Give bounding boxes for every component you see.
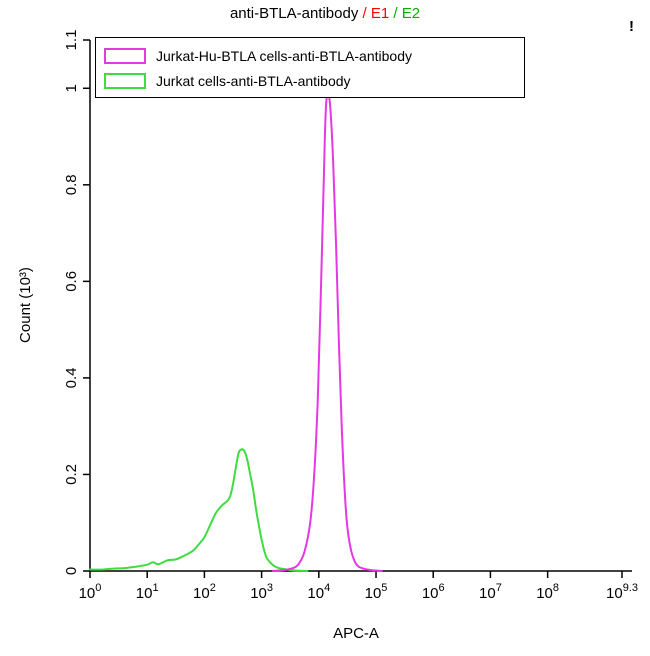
y-tick-label: 0.4 — [63, 367, 80, 388]
x-tick-label: 109.3 — [606, 582, 638, 602]
chart-title-main: anti-BTLA-antibody — [229, 5, 363, 22]
overflow-indicator-icon: ! — [629, 18, 634, 35]
legend-label: Jurkat cells-anti-BTLA-antibody — [156, 72, 351, 89]
y-tick-label: 0.8 — [63, 174, 80, 195]
chart-title-gate-e1: / E1 — [362, 5, 394, 22]
y-tick-label: 0.6 — [63, 271, 80, 292]
legend-item: Jurkat-Hu-BTLA cells-anti-BTLA-antibody — [104, 43, 516, 68]
jurkat-cells-curve — [89, 448, 309, 572]
legend-swatch-green — [104, 72, 146, 89]
x-tick-label: 107 — [479, 582, 502, 602]
x-tick-label: 105 — [365, 582, 388, 602]
legend-label: Jurkat-Hu-BTLA cells-anti-BTLA-antibody — [156, 47, 412, 64]
legend-swatch-magenta — [104, 47, 146, 64]
axis-lines — [89, 40, 632, 572]
x-tick-label: 104 — [307, 582, 330, 602]
legend-item: Jurkat cells-anti-BTLA-antibody — [104, 68, 516, 93]
x-tick-label: 102 — [193, 582, 216, 602]
x-tick-label: 106 — [422, 582, 445, 602]
y-tick-label: 1 — [63, 84, 80, 92]
y-tick-label: 1.1 — [63, 30, 80, 51]
x-tick-label: 103 — [250, 582, 273, 602]
x-axis-title: APC-A — [333, 625, 379, 642]
y-tick-label: 0.2 — [63, 464, 80, 485]
y-axis-title: Count (10³) — [17, 267, 34, 343]
y-tick-label: 0 — [63, 567, 80, 575]
chart-title-gate-e2: / E2 — [393, 5, 421, 22]
x-tick-label: 100 — [79, 582, 102, 602]
chart-title: anti-BTLA-antibody / E1 / E2 — [0, 5, 650, 22]
x-tick-label: 108 — [536, 582, 559, 602]
jurkat-hu-btla-curve — [272, 92, 383, 572]
x-tick-label: 101 — [136, 582, 159, 602]
legend: Jurkat-Hu-BTLA cells-anti-BTLA-antibody … — [95, 37, 525, 98]
